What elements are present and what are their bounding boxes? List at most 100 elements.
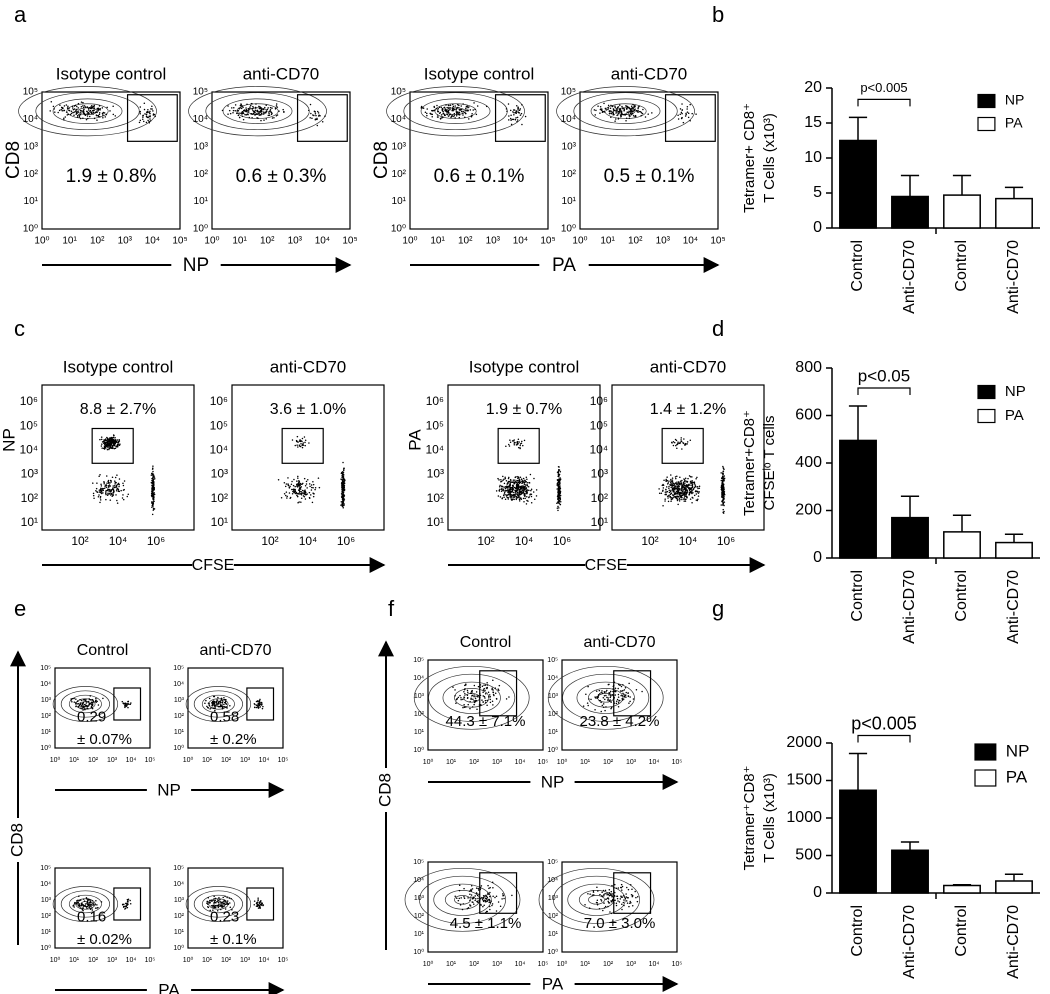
event-dot bbox=[697, 500, 699, 502]
event-dot bbox=[608, 684, 610, 686]
event-dot bbox=[606, 109, 608, 111]
event-dot bbox=[108, 482, 110, 484]
event-dot bbox=[257, 900, 259, 902]
event-dot bbox=[266, 118, 268, 120]
event-dot bbox=[125, 903, 127, 905]
event-dot bbox=[218, 902, 220, 904]
event-dot bbox=[477, 895, 479, 897]
x-tick-label: 10³ bbox=[492, 961, 503, 968]
event-dot bbox=[590, 699, 592, 701]
event-dot bbox=[253, 107, 255, 109]
event-dot bbox=[144, 102, 146, 104]
event-dot bbox=[311, 487, 313, 489]
event-dot bbox=[262, 706, 264, 708]
event-dot bbox=[68, 109, 70, 111]
event-dot bbox=[512, 485, 514, 487]
event-dot bbox=[526, 496, 528, 498]
event-dot bbox=[236, 113, 238, 115]
event-dot bbox=[609, 889, 611, 891]
event-dot bbox=[483, 701, 485, 703]
event-dot bbox=[85, 903, 87, 905]
event-dot bbox=[507, 483, 509, 485]
event-dot bbox=[219, 899, 221, 901]
event-dot bbox=[114, 483, 116, 485]
event-dot bbox=[679, 500, 681, 502]
event-dot bbox=[239, 117, 241, 119]
y-tick-label: 10² bbox=[591, 491, 608, 505]
event-dot bbox=[685, 114, 687, 116]
event-dot bbox=[289, 486, 291, 488]
event-dot bbox=[609, 911, 611, 913]
event-dot bbox=[629, 902, 631, 904]
x-tick-label: 10² bbox=[90, 236, 105, 247]
event-dot bbox=[102, 492, 104, 494]
event-dot bbox=[605, 691, 607, 693]
event-dot bbox=[626, 106, 628, 108]
event-dot bbox=[152, 514, 154, 516]
event-dot bbox=[91, 706, 93, 708]
event-dot bbox=[309, 497, 311, 499]
event-dot bbox=[622, 695, 624, 697]
event-dot bbox=[318, 477, 320, 479]
event-dot bbox=[84, 900, 86, 902]
event-dot bbox=[109, 482, 111, 484]
contour bbox=[591, 99, 660, 124]
event-dot bbox=[519, 492, 521, 494]
event-dot bbox=[632, 895, 634, 897]
y-tick-label: 200 bbox=[795, 502, 822, 519]
event-dot bbox=[287, 483, 289, 485]
event-dot bbox=[508, 103, 510, 105]
event-dot bbox=[689, 489, 691, 491]
event-dot bbox=[508, 478, 510, 480]
gate bbox=[662, 429, 703, 464]
event-dot bbox=[533, 491, 535, 493]
event-dot bbox=[611, 913, 613, 915]
bar bbox=[996, 199, 1032, 228]
event-dot bbox=[229, 902, 231, 904]
event-dot bbox=[108, 485, 110, 487]
event-dot bbox=[473, 897, 475, 899]
event-dot bbox=[624, 114, 626, 116]
event-dot bbox=[122, 483, 124, 485]
event-dot bbox=[629, 118, 631, 120]
event-dot bbox=[86, 701, 88, 703]
y-tick-label: 10³ bbox=[392, 141, 407, 152]
event-dot bbox=[101, 439, 103, 441]
y-tick-label: 10² bbox=[21, 491, 38, 505]
event-dot bbox=[112, 446, 114, 448]
event-dot bbox=[606, 892, 608, 894]
y-tick-label: 10⁵ bbox=[561, 87, 576, 98]
event-dot bbox=[306, 483, 308, 485]
event-dot bbox=[206, 706, 208, 708]
event-dot bbox=[152, 468, 154, 470]
axis-label: T Cells (x10³) bbox=[761, 113, 778, 203]
event-dot bbox=[67, 107, 69, 109]
event-dot bbox=[607, 697, 609, 699]
event-dot bbox=[637, 901, 639, 903]
event-dot bbox=[723, 480, 725, 482]
event-dot bbox=[109, 442, 111, 444]
event-dot bbox=[469, 708, 471, 710]
event-dot bbox=[100, 496, 102, 498]
event-dot bbox=[260, 706, 262, 708]
event-dot bbox=[680, 483, 682, 485]
event-dot bbox=[628, 695, 630, 697]
event-dot bbox=[311, 489, 313, 491]
event-dot bbox=[475, 695, 477, 697]
event-dot bbox=[92, 905, 94, 907]
gate-stat: 44.3 ± 7.1% bbox=[446, 713, 526, 730]
event-dot bbox=[341, 484, 343, 486]
event-dot bbox=[624, 896, 626, 898]
event-dot bbox=[691, 502, 693, 504]
event-dot bbox=[680, 481, 682, 483]
event-dot bbox=[633, 698, 635, 700]
x-tick-label: 10¹ bbox=[202, 757, 213, 764]
event-dot bbox=[469, 893, 471, 895]
event-dot bbox=[289, 492, 291, 494]
y-tick-label: 10⁴ bbox=[413, 675, 424, 682]
event-dot bbox=[503, 898, 505, 900]
event-dot bbox=[79, 900, 81, 902]
event-dot bbox=[524, 480, 526, 482]
x-tick-label: Anti-CD70 bbox=[1005, 240, 1022, 314]
x-tick-label: 10⁰ bbox=[423, 758, 434, 766]
